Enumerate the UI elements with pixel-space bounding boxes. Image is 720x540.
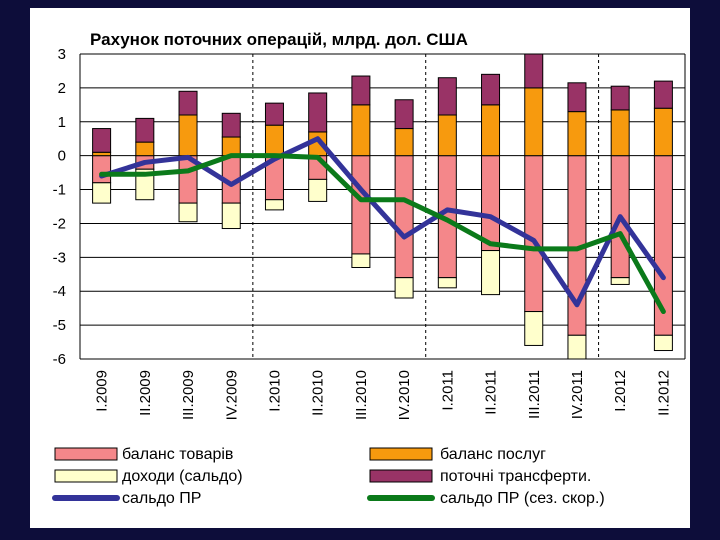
bar-segment — [178, 114, 198, 157]
legend-label: баланс товарів — [122, 446, 233, 463]
bar-segment — [264, 124, 284, 157]
x-category-label: I.2011 — [439, 370, 456, 411]
bar-segment — [178, 202, 198, 223]
x-category-label: IV.2009 — [223, 370, 240, 420]
bar-segment — [351, 75, 371, 106]
bar-segment — [351, 104, 371, 157]
bar-segment — [524, 87, 544, 157]
x-category-labels: I.2009 II.2009 III.2009 IV.2009 I.2010 II.201… — [94, 370, 673, 420]
y-tick-label: -6 — [53, 351, 66, 368]
bar-segment — [524, 311, 544, 346]
bar-segment — [135, 141, 155, 157]
bar-segment — [567, 82, 587, 113]
y-tick-label: -4 — [53, 283, 66, 300]
legend-swatch — [54, 469, 118, 483]
y-tick-label: -3 — [53, 249, 66, 266]
bar-segment — [653, 334, 673, 352]
bar-segment — [221, 136, 241, 157]
y-tick-label: 3 — [58, 46, 66, 63]
bar-segment — [178, 90, 198, 116]
bar-segment — [394, 99, 414, 130]
bar-segment — [394, 277, 414, 299]
x-category-label: II.2010 — [310, 370, 327, 416]
x-category-label: III.2011 — [526, 370, 543, 419]
y-tick-label: 0 — [58, 148, 66, 165]
bar-segment — [524, 155, 544, 313]
bar-segment — [135, 168, 155, 201]
bar-segment — [481, 155, 501, 252]
bar-segment — [308, 92, 328, 133]
x-category-label: IV.2011 — [569, 370, 586, 419]
bar-segment — [92, 128, 112, 153]
x-category-label: I.2012 — [612, 370, 629, 412]
chart-panel: Рахунок поточних операцій, млрд. дол. СШ… — [30, 8, 690, 528]
bar-segment — [524, 53, 544, 89]
x-category-label: III.2010 — [353, 370, 370, 420]
bar-segment — [264, 102, 284, 126]
legend-label: доходи (сальдо) — [122, 468, 243, 485]
bar-segment — [610, 109, 630, 157]
bar-segment — [610, 277, 630, 285]
axes — [79, 53, 686, 360]
bar-segment — [221, 202, 241, 230]
bar-segment — [351, 253, 371, 268]
bar-segment — [437, 277, 457, 289]
x-category-label: I.2010 — [266, 370, 283, 412]
current-account-chart: Рахунок поточних операцій, млрд. дол. СШ… — [52, 30, 686, 507]
y-tick-label: -1 — [53, 182, 66, 199]
y-tick-label: 2 — [58, 80, 66, 97]
bar-segment — [653, 107, 673, 157]
x-category-label: I.2009 — [94, 370, 111, 412]
bar-segment — [653, 80, 673, 109]
bar-segment — [264, 199, 284, 211]
legend-label: сальдо ПР (сез. скор.) — [440, 490, 605, 507]
bar-segment — [92, 155, 112, 184]
bar-segment — [221, 112, 241, 138]
y-tick-labels: 3 2 1 0 -1 -2 -3 -4 -5 -6 — [53, 46, 66, 368]
bar-segment — [351, 155, 371, 255]
y-tick-label: -5 — [53, 317, 66, 334]
x-category-label: II.2011 — [483, 370, 500, 415]
legend-swatch — [369, 447, 433, 461]
bar-segment — [92, 151, 112, 157]
bar-segment — [567, 334, 587, 360]
bar-segment — [394, 155, 414, 279]
bar-segment — [610, 85, 630, 111]
year-separators — [252, 54, 600, 359]
bar-segment — [308, 178, 328, 202]
bar-segment — [437, 114, 457, 157]
lines — [99, 136, 666, 315]
gridlines — [80, 53, 685, 360]
series-line — [99, 153, 666, 315]
series-line — [99, 136, 666, 308]
x-category-label: II.2012 — [655, 370, 672, 416]
legend-label: сальдо ПР — [122, 490, 201, 507]
bars — [92, 53, 673, 360]
legend: баланс товарів баланс послуг доходи (сальд… — [52, 446, 605, 507]
y-tick-label: -2 — [53, 215, 66, 232]
y-tick-label: 1 — [58, 114, 66, 131]
legend-swatch — [54, 447, 118, 461]
bar-segment — [92, 182, 112, 204]
chart-title: Рахунок поточних операцій, млрд. дол. СШ… — [90, 30, 468, 49]
legend-label: поточні трансферти. — [440, 468, 591, 485]
bar-segment — [567, 111, 587, 157]
bar-segment — [135, 117, 155, 143]
bar-segment — [481, 250, 501, 296]
bar-segment — [437, 77, 457, 116]
bar-segment — [481, 73, 501, 106]
x-category-label: II.2009 — [137, 370, 154, 416]
legend-label: баланс послуг — [440, 446, 546, 463]
x-category-label: IV.2010 — [396, 370, 413, 420]
bar-segment — [481, 104, 501, 157]
x-category-label: III.2009 — [180, 370, 197, 420]
legend-swatch — [369, 469, 433, 483]
bar-segment — [394, 128, 414, 157]
